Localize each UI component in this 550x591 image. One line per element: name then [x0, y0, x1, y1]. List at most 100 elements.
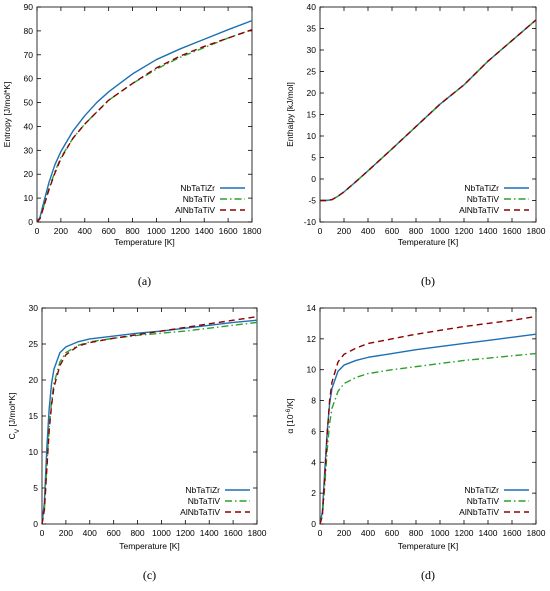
x-tick-label: 600: [385, 226, 399, 236]
plot-frame: [41, 307, 258, 525]
panel-d: 0 200 400 600 800 1000 1200 1400 1600 1800 0 2 4 6 8 10…: [285, 303, 546, 582]
x-tick-label: 1600: [503, 226, 522, 236]
x-tick-label: 1800: [248, 528, 267, 538]
x-axis-title: Temperature [K]: [398, 541, 458, 551]
y-tick-label: 2: [311, 488, 316, 498]
x-tick-label: 600: [107, 528, 121, 538]
legend-label: NbTaTiZr: [464, 183, 499, 193]
panel-b: 0 200 400 600 800 1000 1200 1400 1600 1800 -10 -5 0 5…: [285, 2, 546, 288]
x-tick-label: 1600: [224, 528, 243, 538]
series-line-NbTaTiZr: [41, 319, 258, 525]
y-tick-label: 0: [28, 217, 33, 227]
x-tick-label: 1600: [503, 528, 522, 538]
plot-frame: [36, 6, 253, 223]
y-tick-label: 0: [311, 519, 316, 529]
x-tick-label: 400: [361, 528, 375, 538]
x-tick-label: 1000: [147, 226, 166, 236]
panel-caption: (b): [421, 274, 435, 288]
legend-label: NbTaTiV: [467, 496, 500, 506]
y-tick-label: 10: [24, 193, 34, 203]
legend-label: AlNbTaTiV: [175, 205, 215, 215]
x-tick-label: 1200: [171, 226, 190, 236]
x-tick-label: 800: [409, 226, 423, 236]
y-tick-label: 15: [29, 411, 39, 421]
x-tick-label: 600: [102, 226, 116, 236]
y-tick-label: 6: [311, 426, 316, 436]
series-line-AlNbTaTiV: [319, 315, 537, 525]
y-axis-title: CV [J/mol*K]: [7, 393, 21, 440]
x-tick-label: 400: [361, 226, 375, 236]
series-line-NbTaTiZr: [319, 333, 537, 525]
y-tick-label: 40: [307, 2, 317, 12]
legend-label: NbTaTiZr: [180, 183, 215, 193]
legend-label: NbTaTiZr: [185, 485, 220, 495]
legend-label: NbTaTiV: [183, 194, 216, 204]
x-tick-label: 200: [54, 226, 68, 236]
legend-label: NbTaTiV: [188, 496, 221, 506]
series-line-NbTaTiZr: [36, 19, 253, 223]
x-tick-label: 1000: [431, 226, 450, 236]
y-axis-title: Entropy [J/mol*K]: [2, 82, 12, 148]
x-tick-label: 1600: [219, 226, 238, 236]
legend-label: AlNbTaTiV: [459, 507, 499, 517]
y-tick-label: 70: [24, 50, 34, 60]
x-tick-label: 1000: [431, 528, 450, 538]
x-axis-title: Temperature [K]: [119, 541, 179, 551]
y-tick-label: 10: [307, 365, 317, 375]
y-tick-label: 25: [29, 339, 39, 349]
y-tick-label: 30: [29, 303, 39, 313]
y-tick-label: -5: [308, 196, 316, 206]
panel-caption: (d): [421, 568, 435, 582]
x-axis-title: Temperature [K]: [398, 237, 458, 247]
y-tick-label: 15: [307, 110, 317, 120]
x-tick-label: 800: [130, 528, 144, 538]
x-tick-label: 1400: [200, 528, 219, 538]
x-tick-label: 1000: [152, 528, 171, 538]
x-tick-label: 1200: [455, 226, 474, 236]
y-tick-label: 12: [307, 334, 317, 344]
x-tick-label: 400: [78, 226, 92, 236]
x-tick-label: 1800: [527, 226, 546, 236]
panel-a: 0 200 400 600 800 1000 1200 1400 1600 1800 0 10 20 30…: [2, 2, 262, 288]
x-tick-label: 600: [385, 528, 399, 538]
panel-caption: (c): [143, 568, 156, 582]
x-tick-label: 200: [337, 226, 351, 236]
series-line-NbTaTiV: [319, 352, 537, 525]
y-tick-label: 30: [307, 45, 317, 55]
y-tick-label: 10: [307, 131, 317, 141]
panel-caption: (a): [138, 274, 151, 288]
x-tick-label: 1400: [479, 226, 498, 236]
x-tick-label: 1400: [195, 226, 214, 236]
panel-c: 0 200 400 600 800 1000 1200 1400 1600 1800 0 5 10 15 2…: [7, 303, 267, 582]
y-tick-label: 0: [33, 519, 38, 529]
y-tick-label: 30: [24, 145, 34, 155]
x-tick-label: 200: [59, 528, 73, 538]
y-tick-label: 0: [311, 174, 316, 184]
x-tick-label: 0: [318, 226, 323, 236]
y-tick-label: 60: [24, 74, 34, 84]
y-tick-label: 14: [307, 303, 317, 313]
y-axis-title: α [10-6/K]: [285, 398, 296, 433]
plot-frame: [319, 307, 537, 525]
y-tick-label: 5: [311, 153, 316, 163]
x-tick-label: 800: [125, 226, 139, 236]
legend-label: AlNbTaTiV: [180, 507, 220, 517]
series-line-AlNbTaTiV: [41, 315, 258, 525]
x-tick-label: 1400: [479, 528, 498, 538]
legend-label: NbTaTiZr: [464, 485, 499, 495]
x-tick-label: 1800: [243, 226, 262, 236]
series-line-AlNbTaTiV: [36, 29, 253, 223]
legend-label: AlNbTaTiV: [459, 205, 499, 215]
y-tick-label: 4: [311, 457, 316, 467]
series-line-NbTaTiV: [36, 29, 253, 223]
y-tick-label: 90: [24, 2, 34, 12]
legend-label: NbTaTiV: [467, 194, 500, 204]
series-line-NbTaTiV: [41, 321, 258, 525]
y-axis-title: Enthalpy [kJ/mol]: [285, 82, 295, 147]
y-tick-label: 50: [24, 98, 34, 108]
x-tick-label: 800: [409, 528, 423, 538]
x-tick-label: 400: [83, 528, 97, 538]
y-tick-label: 20: [307, 88, 317, 98]
y-tick-label: 35: [307, 24, 317, 34]
